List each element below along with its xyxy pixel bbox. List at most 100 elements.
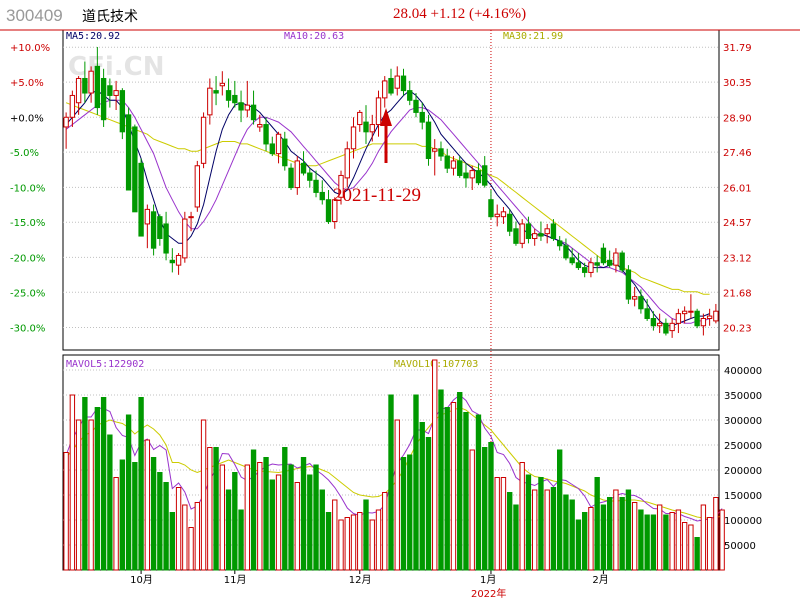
volume-bar xyxy=(450,402,457,571)
volume-bar xyxy=(463,412,469,571)
candle-body xyxy=(644,308,650,319)
left-axis-tick: +0.0% xyxy=(10,113,44,124)
left-axis-tick: +5.0% xyxy=(10,78,44,89)
right-axis-tick: 23.12 xyxy=(723,253,752,264)
volume-bar xyxy=(619,497,625,571)
candle-body xyxy=(400,75,407,92)
candle-body xyxy=(350,126,357,150)
candle-body xyxy=(363,121,369,133)
candle-body xyxy=(419,111,425,123)
volume-bar xyxy=(169,512,176,571)
candle-body xyxy=(382,80,388,99)
candle-body xyxy=(225,90,232,101)
candle-body xyxy=(313,179,319,193)
right-axis-tick: 28.90 xyxy=(723,113,752,124)
volume-bar xyxy=(613,489,619,571)
candle-body xyxy=(432,148,438,152)
stock-code: 300409 xyxy=(6,6,63,25)
volume-bar xyxy=(300,457,307,571)
volume-bar xyxy=(525,474,532,571)
candle-body xyxy=(669,322,675,332)
candle-body xyxy=(588,262,594,273)
candle-body xyxy=(494,213,500,218)
candle-body xyxy=(407,90,413,101)
candle-body xyxy=(75,77,82,104)
candle-body xyxy=(563,245,569,259)
candle-body xyxy=(538,233,544,237)
volume-bar xyxy=(600,504,607,571)
volume-axis-tick: 400000 xyxy=(724,366,762,377)
volume-bar xyxy=(288,464,294,571)
candle-body xyxy=(294,160,300,189)
volume-bar xyxy=(75,419,82,571)
volume-bar xyxy=(357,512,363,571)
candle-body xyxy=(500,211,507,218)
left-axis-tick: -30.0% xyxy=(10,323,45,334)
candle-body xyxy=(138,162,144,237)
volume-bar xyxy=(625,489,632,571)
ma10-legend: MA10:20.63 xyxy=(284,31,345,42)
volume-bar xyxy=(119,459,126,571)
volume-bar xyxy=(63,452,69,571)
candle-body xyxy=(150,211,157,249)
candle-body xyxy=(463,172,469,179)
candle-body xyxy=(600,247,607,264)
candle-body xyxy=(681,310,688,315)
candle-body xyxy=(175,254,182,266)
candle-body xyxy=(200,116,207,164)
x-tick-label: 10月 xyxy=(130,574,153,586)
candle-body xyxy=(157,216,163,239)
volume-axis-tick: 100000 xyxy=(724,516,762,527)
candle-body xyxy=(275,133,282,155)
candle-body xyxy=(688,310,694,313)
candle-body xyxy=(169,259,176,264)
volume-bar xyxy=(719,509,725,571)
candle-body xyxy=(325,199,332,223)
candle-body xyxy=(119,90,126,133)
ma5-legend: MA5:20.92 xyxy=(66,31,121,42)
mavol5-line xyxy=(65,394,723,522)
volume-bar xyxy=(388,394,394,571)
volume-bar xyxy=(100,397,107,571)
volume-bar xyxy=(225,489,232,571)
candle-body xyxy=(475,170,482,184)
candle-body xyxy=(556,240,563,247)
volume-bar xyxy=(663,514,669,571)
volume-bar xyxy=(556,449,563,571)
candle-body xyxy=(132,126,138,213)
candle-body xyxy=(369,124,375,133)
candle-body xyxy=(663,322,669,334)
volume-bar xyxy=(394,419,400,571)
volume-bar xyxy=(369,519,375,571)
candle-body xyxy=(113,90,119,96)
volume-bar xyxy=(69,394,76,571)
volume-bar xyxy=(500,477,507,571)
candle-body xyxy=(550,223,557,239)
volume-bar xyxy=(706,517,713,571)
volume-bar xyxy=(207,447,213,571)
volume-bar xyxy=(507,492,513,571)
candle-body xyxy=(388,77,394,94)
volume-bar xyxy=(125,414,132,571)
candle-body xyxy=(257,124,263,128)
volume-bar xyxy=(519,462,525,571)
volume-bar xyxy=(419,422,425,571)
volume-bar xyxy=(563,494,569,571)
x-tick-label: 11月 xyxy=(224,574,247,586)
volume-bar xyxy=(694,537,700,571)
candle-body xyxy=(525,223,532,239)
candle-body xyxy=(469,170,475,179)
candle-body xyxy=(638,296,644,310)
mavol10-line xyxy=(65,406,723,519)
candle-body xyxy=(100,77,107,121)
volume-bar xyxy=(675,509,682,571)
x-tick-label: 12月 xyxy=(349,574,372,586)
volume-bar xyxy=(332,499,338,571)
candle-body xyxy=(625,269,632,300)
volume-bar xyxy=(157,472,163,571)
candle-body xyxy=(513,228,519,244)
candle-body xyxy=(107,85,113,96)
volume-axis-tick: 50000 xyxy=(724,541,756,552)
volume-bar xyxy=(444,407,450,571)
volume-axis-tick: 250000 xyxy=(724,441,762,452)
